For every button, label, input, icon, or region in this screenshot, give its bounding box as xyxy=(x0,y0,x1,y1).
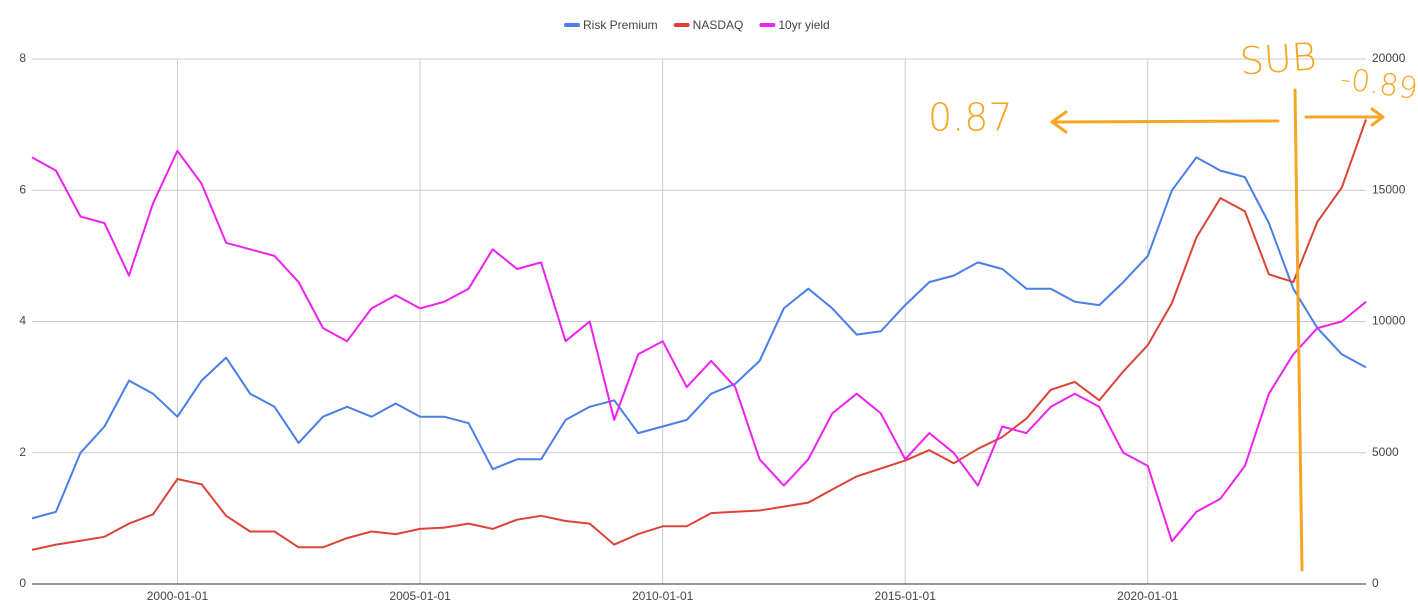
annotation: 0.87 xyxy=(928,96,1013,140)
series-line xyxy=(31,149,1367,543)
legend-label: NASDAQ xyxy=(693,18,744,32)
y2-tick-label: 20000 xyxy=(1372,51,1406,65)
legend-label: 10yr yield xyxy=(778,18,829,32)
legend-label: Risk Premium xyxy=(583,18,658,32)
lines xyxy=(31,119,1367,551)
y-tick-label: 4 xyxy=(19,314,26,328)
y-tick-label: 2 xyxy=(19,445,26,459)
grid: 0 2 4 6 8 0 5000 10000 15000 20000 2000-01-01 2005-… xyxy=(19,51,1405,603)
annotation: SUB xyxy=(1238,34,1318,83)
annotation: -0.89 xyxy=(1338,62,1418,107)
legend: Risk Premium NASDAQ 10yr yield xyxy=(564,18,830,32)
x-tick-label: 2010-01-01 xyxy=(632,589,694,603)
y-tick-label: 6 xyxy=(19,182,26,196)
x-tick-label: 2005-01-01 xyxy=(389,589,451,603)
arrow xyxy=(1050,110,1280,134)
y2-tick-label: 15000 xyxy=(1372,182,1406,196)
series-line xyxy=(31,156,1367,520)
y2-tick-label: 5000 xyxy=(1372,445,1399,459)
series-line xyxy=(31,119,1367,551)
marker-line xyxy=(1293,88,1304,572)
y2-tick-label: 10000 xyxy=(1372,314,1406,328)
x-tick-label: 2000-01-01 xyxy=(147,589,209,603)
arrow xyxy=(1304,107,1385,127)
y-tick-label: 8 xyxy=(19,51,26,65)
x-tick-label: 2020-01-01 xyxy=(1117,589,1179,603)
y-tick-label: 0 xyxy=(19,576,26,590)
y2-tick-label: 0 xyxy=(1372,576,1379,590)
x-tick-label: 2015-01-01 xyxy=(875,589,937,603)
